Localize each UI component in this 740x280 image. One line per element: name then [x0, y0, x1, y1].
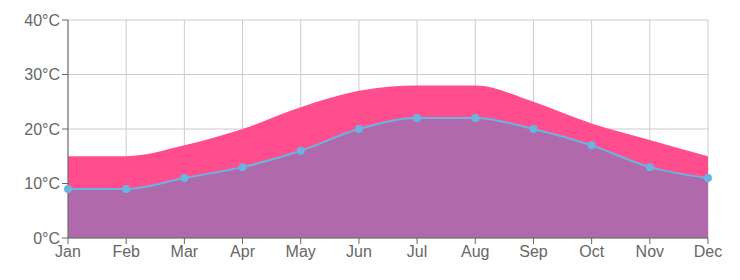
svg-text:Feb: Feb: [112, 243, 140, 260]
svg-text:30°C: 30°C: [24, 66, 60, 83]
svg-text:Mar: Mar: [171, 243, 199, 260]
svg-text:Dec: Dec: [694, 243, 722, 260]
svg-text:Jun: Jun: [346, 243, 372, 260]
svg-text:Nov: Nov: [636, 243, 664, 260]
svg-text:Oct: Oct: [579, 243, 604, 260]
svg-text:May: May: [286, 243, 316, 260]
svg-text:0°C: 0°C: [33, 230, 60, 247]
svg-text:10°C: 10°C: [24, 175, 60, 192]
svg-text:20°C: 20°C: [24, 121, 60, 138]
svg-text:Apr: Apr: [230, 243, 256, 260]
svg-text:Jul: Jul: [407, 243, 427, 260]
svg-text:Sep: Sep: [519, 243, 548, 260]
svg-text:Jan: Jan: [55, 243, 81, 261]
svg-text:Aug: Aug: [461, 243, 489, 260]
svg-text:40°C: 40°C: [24, 12, 60, 29]
